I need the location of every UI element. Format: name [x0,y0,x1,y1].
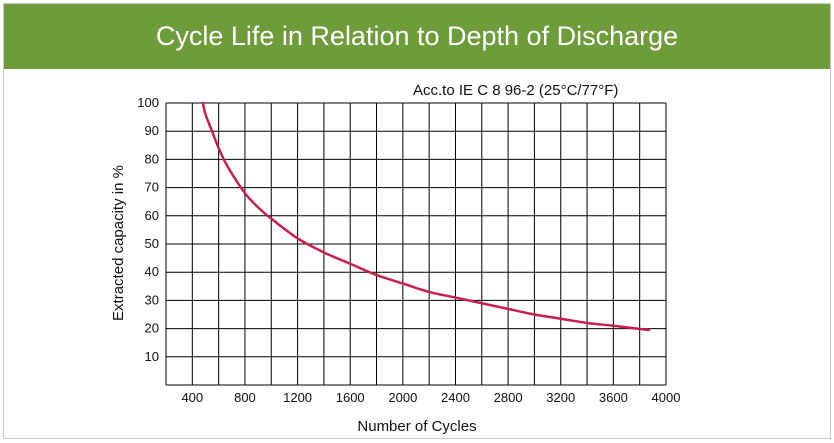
plot-grid [165,102,667,386]
x-tick-label: 400 [181,390,203,405]
x-tick-label: 2000 [388,390,417,405]
x-tick-label: 4000 [652,390,681,405]
x-tick-label: 1200 [283,390,312,405]
x-tick-labels: 400 800 1200 1600 2000 2400 2800 3200 3600 4000 [181,390,680,405]
y-tick-label: 90 [145,123,159,138]
x-tick-label: 800 [234,390,256,405]
y-tick-label: 80 [145,151,159,166]
x-tick-label: 2800 [494,390,523,405]
x-tick-label: 2400 [441,390,470,405]
x-tick-label: 3200 [546,390,575,405]
y-tick-label: 60 [145,208,159,223]
series-group [201,101,651,332]
y-tick-label: 70 [145,180,159,195]
y-tick-label: 100 [137,95,159,110]
y-tick-label: 20 [145,321,159,336]
standard-annotation: Acc.to IE C 8 96-2 (25°C/77°F) [413,82,619,99]
y-tick-labels: 10 20 30 40 50 60 70 80 90 100 [137,95,159,364]
series-line [201,101,651,332]
x-tick-label: 3600 [599,390,628,405]
y-tick-label: 50 [145,236,159,251]
header-title: Cycle Life in Relation to Depth of Disch… [4,4,830,69]
x-tick-label: 1600 [336,390,365,405]
y-tick-label: 30 [145,292,159,307]
y-tick-label: 40 [145,264,159,279]
y-axis-label: Extracted capacity in % [110,165,127,321]
y-tick-label: 10 [145,349,159,364]
x-axis-label: Number of Cycles [357,418,476,435]
chart-frame [3,3,831,439]
